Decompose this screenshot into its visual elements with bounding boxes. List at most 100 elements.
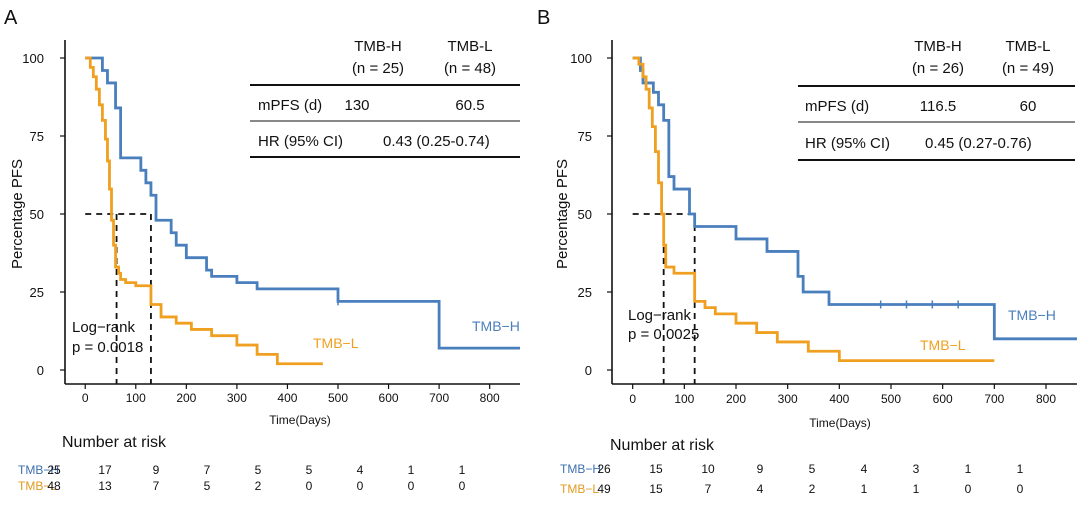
risk-title: Number at risk xyxy=(610,437,715,454)
table-mpfs-tmb-h: 130 xyxy=(344,97,369,114)
table-mpfs-tmb-l: 60 xyxy=(1020,98,1037,115)
curve-label-tmb-l: TMB−L xyxy=(313,335,359,351)
risk-value-tmb-l: 4 xyxy=(757,482,764,496)
y-tick-label: 50 xyxy=(578,207,592,222)
x-tick-label: 500 xyxy=(881,392,901,406)
x-axis-label: Time(Days) xyxy=(269,413,331,427)
logrank-pvalue: p = 0.0018 xyxy=(72,339,143,356)
table-row-mpfs-label: mPFS (d) xyxy=(258,97,322,114)
logrank-pvalue: p = 0.0025 xyxy=(628,326,699,343)
x-tick-label: 500 xyxy=(328,391,348,405)
x-tick-label: 700 xyxy=(984,392,1004,406)
logrank-label: Log−rank xyxy=(628,307,691,324)
y-axis-label: Percentage PFS xyxy=(554,159,571,269)
risk-value-tmb-l: 0 xyxy=(306,479,313,493)
x-tick-label: 300 xyxy=(778,392,798,406)
x-tick-label: 0 xyxy=(629,392,636,406)
risk-value-tmb-h: 9 xyxy=(757,462,764,476)
table-hr-value: 0.45 (0.27-0.76) xyxy=(925,135,1032,152)
km-curve-tmb-h xyxy=(85,56,520,350)
risk-label-tmb-h: TMB−H xyxy=(560,462,601,476)
y-tick-label: 0 xyxy=(37,363,44,378)
x-tick-label: 700 xyxy=(429,391,449,405)
panel-label: A xyxy=(4,7,18,29)
y-axis-label: Percentage PFS xyxy=(9,159,26,269)
x-tick-label: 400 xyxy=(277,391,297,405)
risk-value-tmb-h: 9 xyxy=(153,463,160,477)
table-col-tmb-l-n: (n = 48) xyxy=(444,60,496,77)
risk-value-tmb-h: 1 xyxy=(408,463,415,477)
panel-label: B xyxy=(537,7,550,29)
risk-value-tmb-h: 5 xyxy=(809,462,816,476)
risk-value-tmb-h: 15 xyxy=(649,462,663,476)
risk-value-tmb-l: 0 xyxy=(965,482,972,496)
risk-value-tmb-l: 0 xyxy=(357,479,364,493)
risk-value-tmb-l: 0 xyxy=(459,479,466,493)
risk-label-tmb-l: TMB−L xyxy=(560,482,599,496)
x-tick-label: 100 xyxy=(126,391,146,405)
y-tick-label: 25 xyxy=(30,285,44,300)
risk-value-tmb-l: 13 xyxy=(98,479,112,493)
x-tick-label: 300 xyxy=(227,391,247,405)
risk-title: Number at risk xyxy=(62,434,167,451)
risk-value-tmb-l: 0 xyxy=(408,479,415,493)
table-col-tmb-l: TMB-L xyxy=(1006,38,1051,55)
x-tick-label: 800 xyxy=(480,391,500,405)
logrank-label: Log−rank xyxy=(72,319,135,336)
y-tick-label: 75 xyxy=(30,129,44,144)
table-col-tmb-h-n: (n = 25) xyxy=(352,60,404,77)
table-col-tmb-l-n: (n = 49) xyxy=(1002,60,1054,77)
y-tick-label: 75 xyxy=(578,129,592,144)
curve-label-tmb-h: TMB−H xyxy=(472,318,520,334)
y-tick-label: 50 xyxy=(30,207,44,222)
risk-value-tmb-l: 48 xyxy=(47,479,61,493)
y-tick-label: 0 xyxy=(585,363,592,378)
table-hr-value: 0.43 (0.25-0.74) xyxy=(383,133,490,150)
table-row-hr-label: HR (95% CI) xyxy=(258,133,343,150)
risk-value-tmb-l: 2 xyxy=(255,479,262,493)
y-tick-label: 100 xyxy=(570,51,592,66)
risk-value-tmb-l: 5 xyxy=(204,479,211,493)
risk-value-tmb-h: 3 xyxy=(913,462,920,476)
x-tick-label: 400 xyxy=(829,392,849,406)
table-col-tmb-h: TMB-H xyxy=(354,38,402,55)
risk-value-tmb-h: 4 xyxy=(357,463,364,477)
risk-value-tmb-l: 1 xyxy=(913,482,920,496)
risk-value-tmb-h: 25 xyxy=(47,463,61,477)
km-curve-tmb-h xyxy=(632,56,1077,341)
risk-value-tmb-h: 26 xyxy=(597,462,611,476)
risk-label-tmb-l: TMB−L xyxy=(18,479,57,493)
table-row-mpfs-label: mPFS (d) xyxy=(805,98,869,115)
x-tick-label: 0 xyxy=(82,391,89,405)
x-tick-label: 600 xyxy=(379,391,399,405)
risk-value-tmb-h: 7 xyxy=(204,463,211,477)
risk-value-tmb-h: 5 xyxy=(255,463,262,477)
table-mpfs-tmb-h: 116.5 xyxy=(920,98,956,115)
y-tick-label: 100 xyxy=(22,51,44,66)
risk-value-tmb-h: 5 xyxy=(306,463,313,477)
x-tick-label: 200 xyxy=(726,392,746,406)
risk-value-tmb-h: 1 xyxy=(1017,462,1024,476)
risk-value-tmb-l: 49 xyxy=(597,482,611,496)
curve-label-tmb-l: TMB−L xyxy=(920,337,966,353)
table-mpfs-tmb-l: 60.5 xyxy=(455,97,484,114)
table-col-tmb-l: TMB-L xyxy=(448,38,493,55)
km-curve-tmb-l xyxy=(85,56,323,366)
curve-label-tmb-h: TMB−H xyxy=(1008,307,1056,323)
risk-value-tmb-l: 7 xyxy=(705,482,712,496)
table-col-tmb-h: TMB-H xyxy=(914,38,962,55)
risk-value-tmb-l: 2 xyxy=(809,482,816,496)
risk-value-tmb-h: 17 xyxy=(98,463,112,477)
risk-value-tmb-l: 15 xyxy=(649,482,663,496)
risk-value-tmb-h: 10 xyxy=(701,462,715,476)
km-curve-tmb-l xyxy=(632,56,995,363)
y-tick-label: 25 xyxy=(578,285,592,300)
risk-value-tmb-h: 1 xyxy=(459,463,466,477)
risk-value-tmb-l: 1 xyxy=(861,482,868,496)
risk-value-tmb-l: 7 xyxy=(153,479,160,493)
table-row-hr-label: HR (95% CI) xyxy=(805,135,890,152)
x-tick-label: 200 xyxy=(176,391,196,405)
